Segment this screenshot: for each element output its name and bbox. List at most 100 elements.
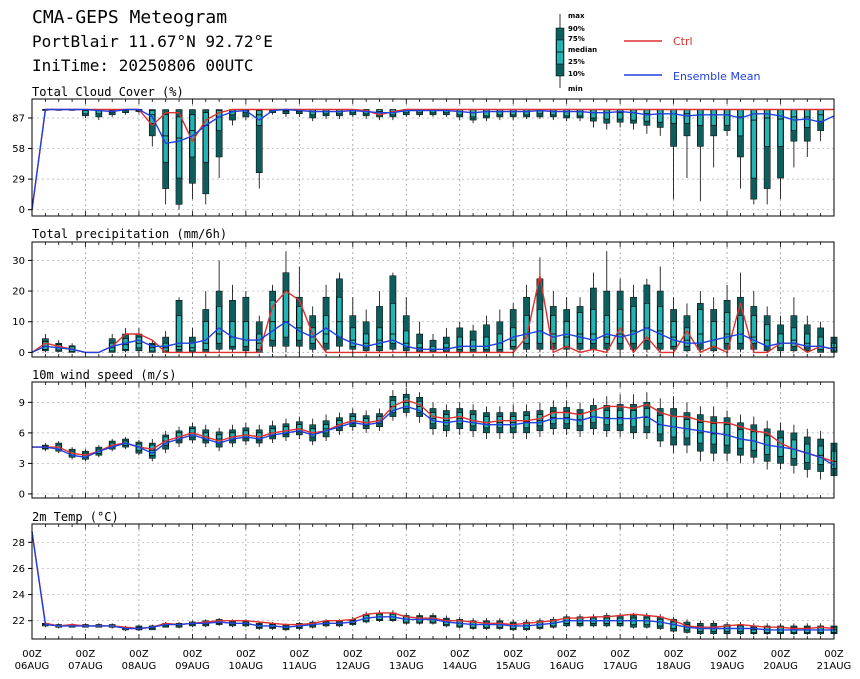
box-member-spread: [696, 406, 704, 462]
box-inner: [136, 336, 142, 349]
x-tick-label-hour: 00Z: [396, 649, 416, 660]
x-tick-label-hour: 00Z: [771, 649, 791, 660]
box-inner: [456, 412, 463, 425]
box-member-spread: [817, 623, 824, 636]
box-member-spread: [630, 284, 637, 353]
box-inner: [764, 109, 770, 147]
box-member-spread: [723, 284, 731, 353]
box-inner: [336, 296, 343, 338]
box-inner: [176, 315, 182, 350]
legend-box-label: 90%: [568, 25, 585, 33]
box-inner: [617, 309, 623, 344]
box-member-spread: [362, 309, 370, 353]
box-member-spread: [402, 388, 410, 417]
y-tick-label: 6: [19, 428, 25, 439]
panel-wind: 0 3 6 9: [19, 381, 838, 500]
box-member-spread: [282, 109, 290, 117]
y-tick-label: 0: [19, 489, 25, 500]
box-member-spread: [82, 109, 89, 118]
box-member-spread: [242, 291, 250, 353]
y-tick-label: 58: [12, 144, 25, 155]
box-inner: [670, 321, 677, 347]
box-inner: [577, 109, 583, 117]
box-inner: [817, 336, 824, 350]
box-inner: [403, 396, 410, 409]
x-tick-label-hour: 00Z: [717, 649, 737, 660]
box-inner: [243, 321, 249, 347]
box-member-spread: [322, 284, 330, 353]
box-member-spread: [229, 284, 236, 353]
box-member-spread: [162, 330, 170, 353]
box-inner: [630, 306, 637, 344]
x-tick-label-date: 09AUG: [175, 661, 210, 672]
x-tick-label-date: 20AUG: [763, 661, 798, 672]
box-member-spread: [683, 303, 691, 353]
box-inner: [176, 116, 182, 179]
box-inner: [537, 309, 543, 344]
ctrl-line: [31, 275, 835, 354]
box-member-spread: [122, 327, 129, 353]
box-inner: [590, 109, 597, 119]
box-member-spread: [269, 284, 276, 353]
box-member-spread: [469, 324, 477, 353]
x-tick-label-hour: 00Z: [22, 649, 42, 660]
y-tick-label: 30: [12, 256, 25, 267]
box-member-spread: [509, 303, 517, 353]
box-inner: [376, 327, 383, 347]
box-member-spread: [68, 343, 76, 353]
box-inner: [657, 109, 664, 123]
y-tick-label: 0: [19, 205, 25, 216]
ctrl-line: [31, 108, 834, 210]
box-member-spread: [563, 297, 571, 353]
page-title: CMA-GEPS Meteogram: [32, 7, 228, 28]
legend-box-label: 25%: [568, 58, 585, 66]
legend-box-label: 10%: [568, 70, 585, 78]
box-inner: [483, 336, 490, 350]
box-inner: [363, 333, 369, 349]
box-member-spread: [750, 109, 758, 205]
box-member-spread: [683, 109, 691, 179]
box-inner: [443, 414, 450, 427]
y-tick-label: 10: [12, 317, 25, 328]
box-member-spread: [402, 297, 410, 353]
box-member-spread: [549, 400, 557, 435]
x-tick-label-date: 16AUG: [549, 661, 584, 672]
x-axis-labels: 00Z06AUG00Z07AUG00Z08AUG00Z09AUG00Z10AUG…: [15, 649, 852, 672]
panel-temp: 22 24 26 28: [12, 523, 838, 640]
box-inner: [296, 306, 303, 341]
box-inner: [430, 345, 436, 352]
box-inner: [390, 303, 396, 344]
box-member-spread: [777, 109, 784, 200]
box-member-spread: [456, 321, 464, 353]
box-inner: [416, 342, 423, 352]
box-member-spread: [696, 291, 704, 353]
x-tick-label-date: 10AUG: [229, 661, 264, 672]
box-inner: [269, 299, 276, 341]
box-inner: [256, 110, 263, 126]
y-tick-label: 87: [12, 113, 25, 124]
y-tick-label: 3: [19, 459, 25, 470]
y-tick-label: 20: [12, 287, 25, 298]
box-member-spread: [536, 402, 544, 437]
x-tick-label-hour: 00Z: [129, 649, 149, 660]
x-tick-label-date: 12AUG: [335, 661, 370, 672]
box-member-spread: [202, 291, 210, 353]
box-member-spread: [162, 109, 170, 205]
box-inner: [710, 109, 717, 126]
box-member-spread: [496, 309, 504, 353]
box-inner: [216, 306, 222, 344]
x-tick-label-date: 07AUG: [68, 661, 103, 672]
box-member-spread: [189, 109, 196, 200]
box-member-spread: [416, 392, 423, 423]
legend-box-label: median: [568, 46, 597, 54]
box-member-spread: [496, 406, 504, 439]
ensemble-mean-line: [31, 321, 835, 354]
panel-precip: 0 10 20 30: [12, 241, 838, 359]
box-member-spread: [777, 315, 784, 353]
box-member-spread: [616, 278, 624, 353]
box-inner: [456, 336, 463, 350]
box-member-spread: [696, 109, 704, 202]
box-member-spread: [242, 422, 250, 446]
box-member-spread: [255, 315, 263, 353]
x-tick-label-hour: 00Z: [557, 649, 577, 660]
